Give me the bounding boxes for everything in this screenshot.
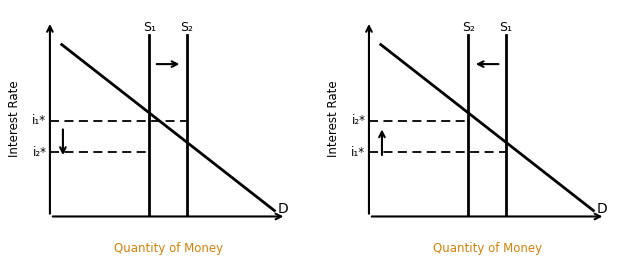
Text: S₁: S₁ xyxy=(500,21,512,34)
Text: i₁*: i₁* xyxy=(32,114,46,127)
Text: Quantity of Money: Quantity of Money xyxy=(114,242,223,255)
Text: S₂: S₂ xyxy=(180,21,193,34)
Text: D: D xyxy=(278,202,289,216)
Text: S₁: S₁ xyxy=(143,21,155,34)
Text: Interest Rate: Interest Rate xyxy=(8,81,21,157)
Text: i₂*: i₂* xyxy=(32,145,46,158)
Text: i₁*: i₁* xyxy=(351,145,366,158)
Text: S₂: S₂ xyxy=(462,21,475,34)
Text: Interest Rate: Interest Rate xyxy=(327,81,340,157)
Text: i₂*: i₂* xyxy=(351,114,366,127)
Text: Quantity of Money: Quantity of Money xyxy=(432,242,542,255)
Text: D: D xyxy=(597,202,608,216)
